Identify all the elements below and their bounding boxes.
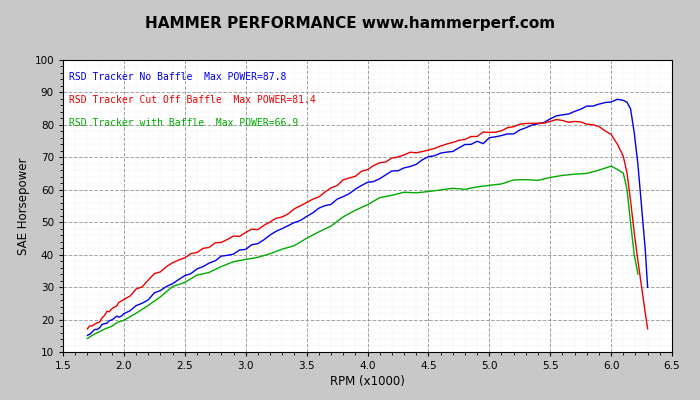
X-axis label: RPM (x1000): RPM (x1000) <box>330 375 405 388</box>
Text: RSD Tracker with Baffle  Max POWER=66.9: RSD Tracker with Baffle Max POWER=66.9 <box>69 118 298 128</box>
Text: HAMMER PERFORMANCE www.hammerperf.com: HAMMER PERFORMANCE www.hammerperf.com <box>145 16 555 31</box>
Text: RSD Tracker No Baffle  Max POWER=87.8: RSD Tracker No Baffle Max POWER=87.8 <box>69 72 286 82</box>
Y-axis label: SAE Horsepower: SAE Horsepower <box>18 157 30 255</box>
Text: RSD Tracker Cut Off Baffle  Max POWER=81.4: RSD Tracker Cut Off Baffle Max POWER=81.… <box>69 95 316 105</box>
